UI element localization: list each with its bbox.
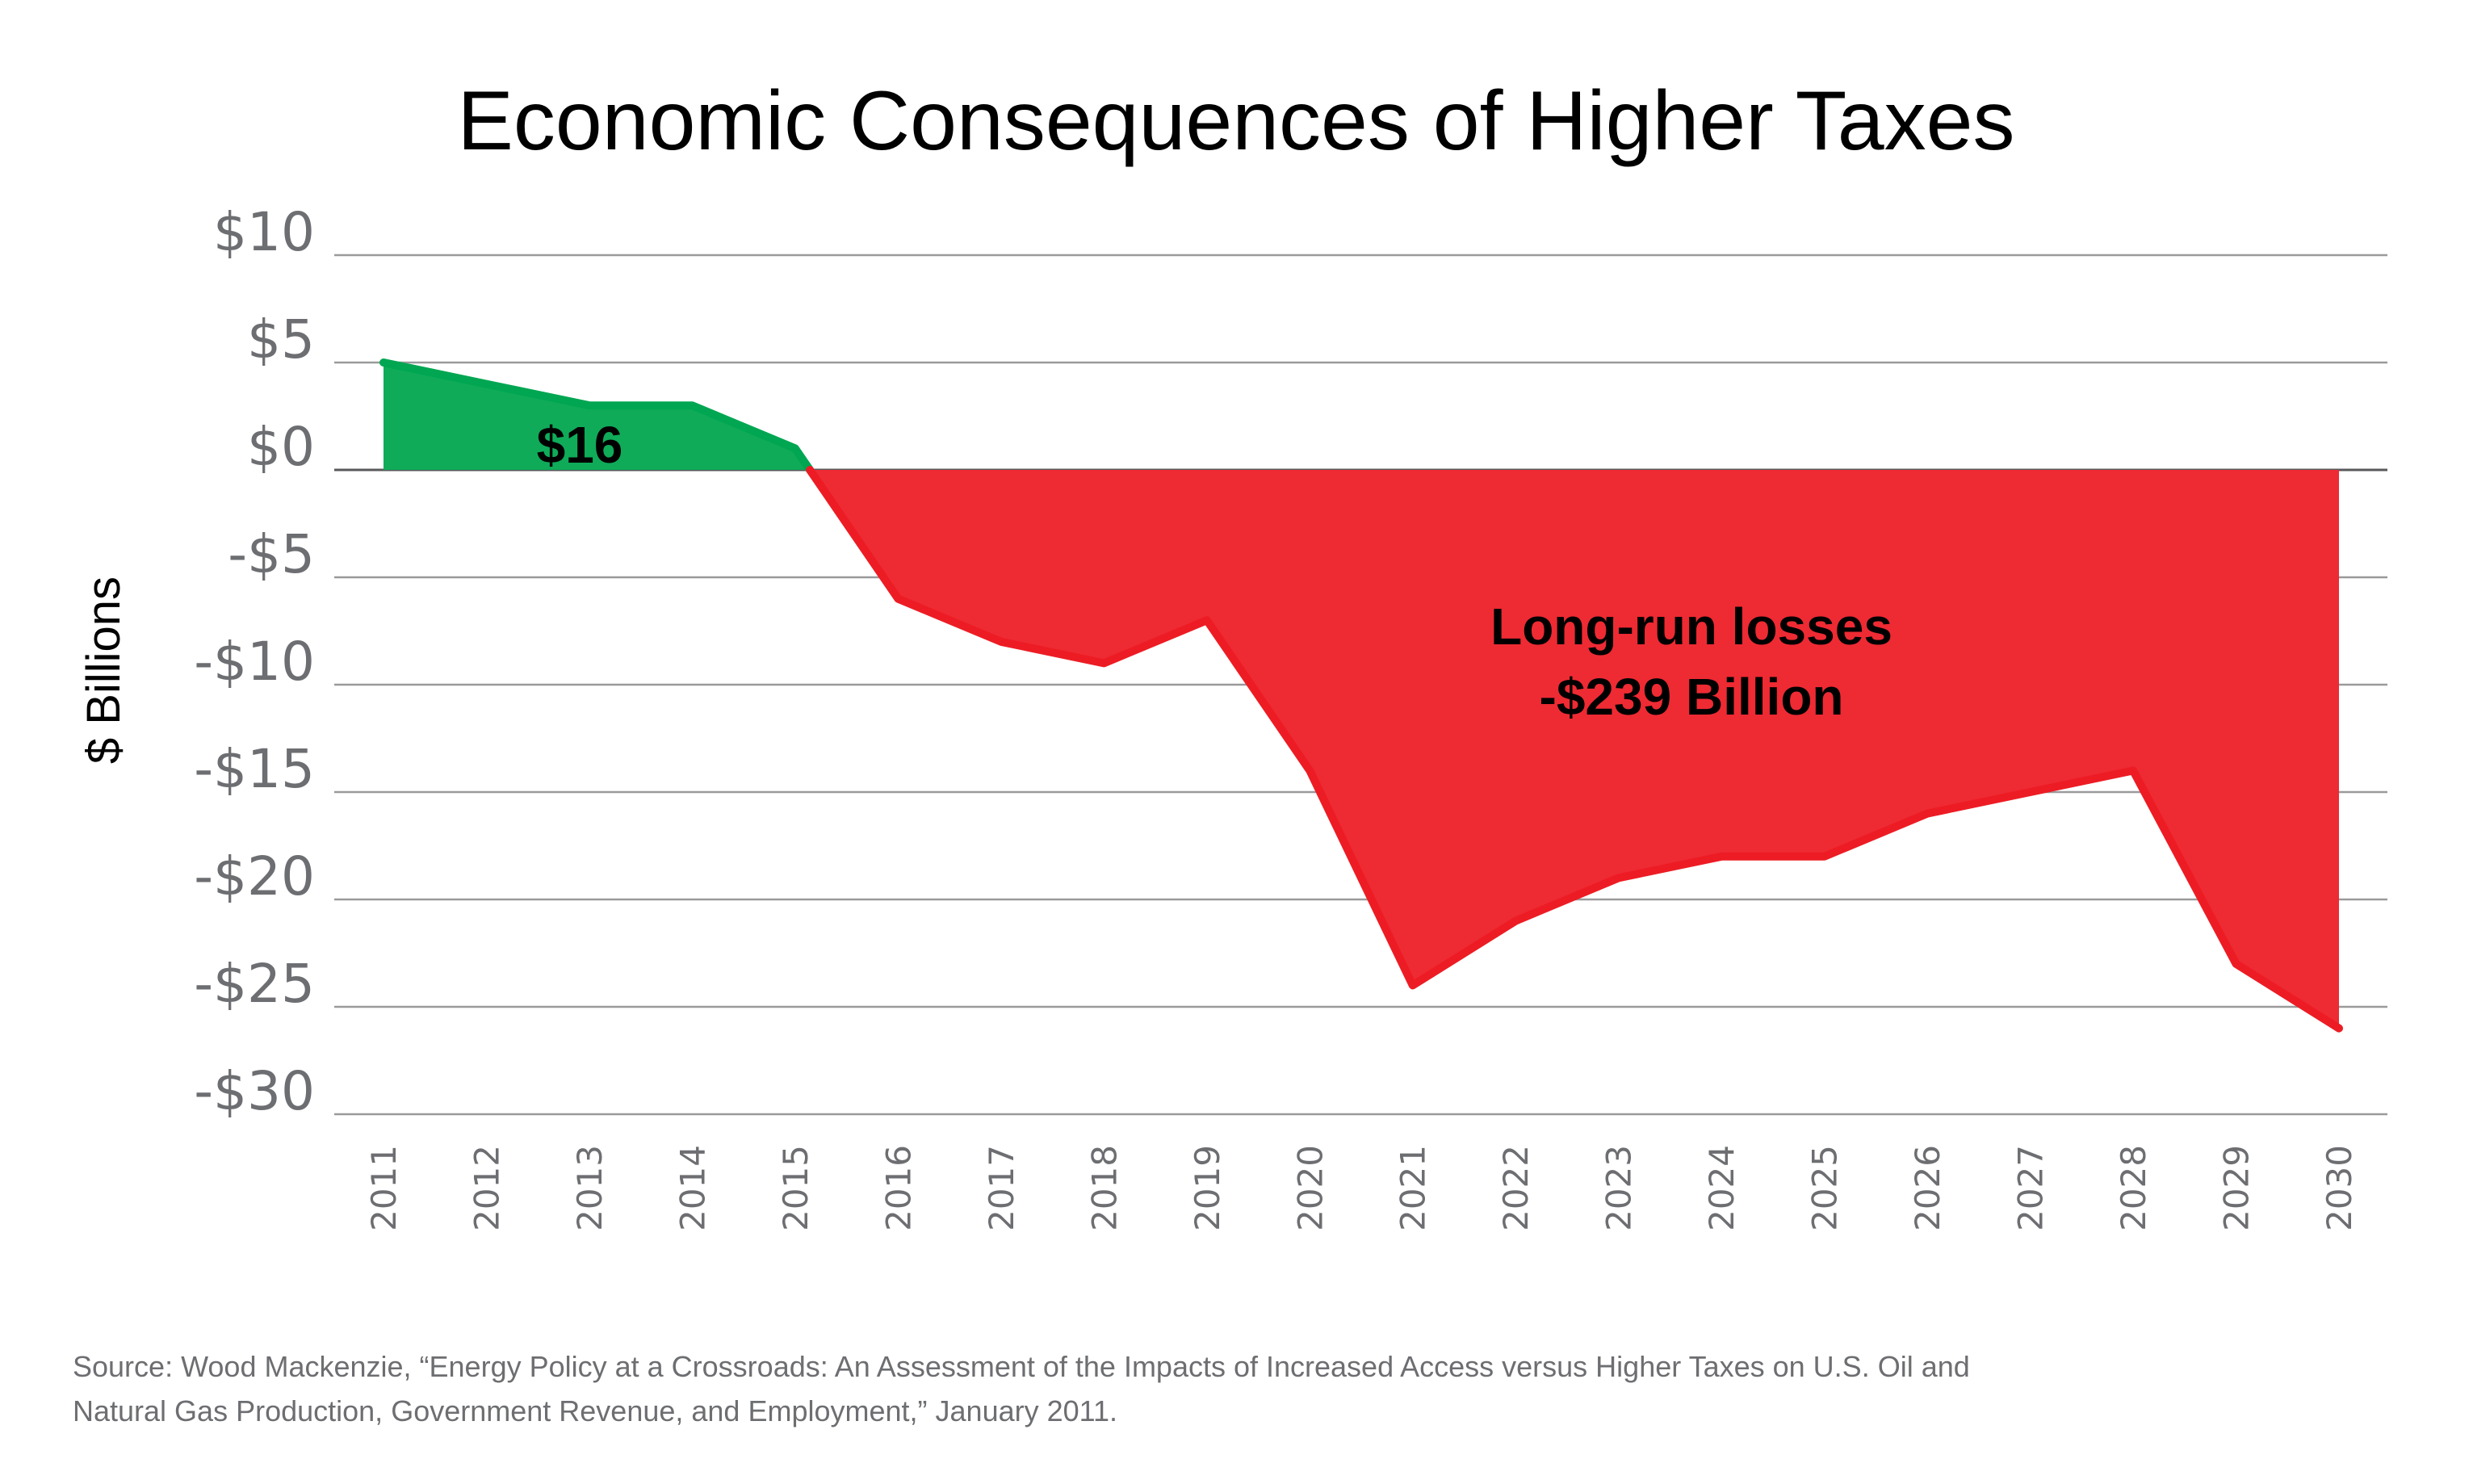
data-point [2338, 1027, 2340, 1029]
negative-line [806, 466, 2343, 1033]
x-tick-label: 2019 [1188, 1145, 1227, 1231]
area-series [379, 358, 2343, 1033]
chart-title: Economic Consequences of Higher Taxes [458, 74, 2015, 168]
source-line-2: Natural Gas Production, Government Reven… [73, 1394, 1117, 1427]
x-tick-label: 2023 [1599, 1145, 1639, 1231]
data-point [1103, 662, 1105, 664]
data-point [2235, 962, 2237, 965]
x-tick-label: 2027 [2011, 1145, 2051, 1231]
y-tick-label: -$5 [228, 523, 315, 585]
y-tick-label: $5 [247, 308, 315, 371]
data-point [1721, 855, 1723, 857]
y-tick-label: -$30 [194, 1060, 315, 1122]
data-point [383, 362, 384, 363]
source-line-1: Source: Wood Mackenzie, “Energy Policy a… [73, 1350, 1970, 1383]
y-axis-label: $ Billions [78, 576, 130, 764]
x-tick-label: 2013 [570, 1145, 610, 1231]
y-axis-ticks: $10 $5 $0 -$5 -$10 -$15 -$20 -$25 -$30 [194, 201, 315, 1122]
x-tick-label: 2011 [364, 1145, 404, 1231]
x-tick-label: 2022 [1496, 1145, 1536, 1231]
x-tick-label: 2029 [2217, 1145, 2257, 1231]
x-axis-ticks: 2011 2012 2013 2014 2015 2016 2017 2018 2019 2020… [364, 1145, 2359, 1231]
x-tick-label: 2017 [982, 1145, 1021, 1231]
x-tick-label: 2018 [1084, 1145, 1124, 1231]
x-tick-label: 2024 [1702, 1145, 1742, 1231]
x-tick-label: 2030 [2320, 1145, 2359, 1231]
data-point [1309, 769, 1311, 772]
data-point [2132, 769, 2135, 772]
positive-line [379, 358, 815, 474]
x-tick-label: 2026 [1908, 1145, 1947, 1231]
annotation-loss-line2: -$239 Billion [1540, 668, 1844, 726]
data-point [1411, 984, 1414, 987]
y-tick-label: -$20 [194, 845, 315, 908]
x-tick-label: 2014 [673, 1145, 712, 1231]
x-tick-label: 2025 [1805, 1145, 1845, 1231]
y-tick-label: -$25 [194, 953, 315, 1015]
x-tick-label: 2020 [1290, 1145, 1330, 1231]
y-tick-label: -$15 [194, 738, 315, 800]
data-point [485, 383, 488, 385]
positive-area [384, 363, 811, 470]
data-point [1823, 855, 1825, 857]
x-tick-label: 2012 [467, 1145, 506, 1231]
y-tick-label: -$10 [194, 631, 315, 693]
data-point [794, 447, 796, 450]
x-tick-label: 2021 [1394, 1145, 1433, 1231]
x-tick-label: 2016 [878, 1145, 918, 1231]
y-tick-label: $0 [247, 416, 315, 478]
data-point [2029, 791, 2031, 793]
annotation-loss-line1: Long-run losses [1490, 597, 1892, 656]
data-point [1205, 619, 1208, 622]
data-point [588, 405, 590, 407]
data-point [691, 405, 694, 407]
data-point [897, 597, 899, 600]
data-point [1926, 812, 1929, 815]
data-point [1000, 640, 1002, 643]
negative-area [810, 470, 2340, 1029]
y-tick-label: $10 [213, 201, 315, 263]
data-point [1617, 877, 1620, 879]
data-point [1515, 920, 1517, 922]
x-tick-label: 2015 [776, 1145, 815, 1231]
x-tick-label: 2028 [2114, 1145, 2153, 1231]
annotation-gain: $16 [537, 416, 623, 474]
